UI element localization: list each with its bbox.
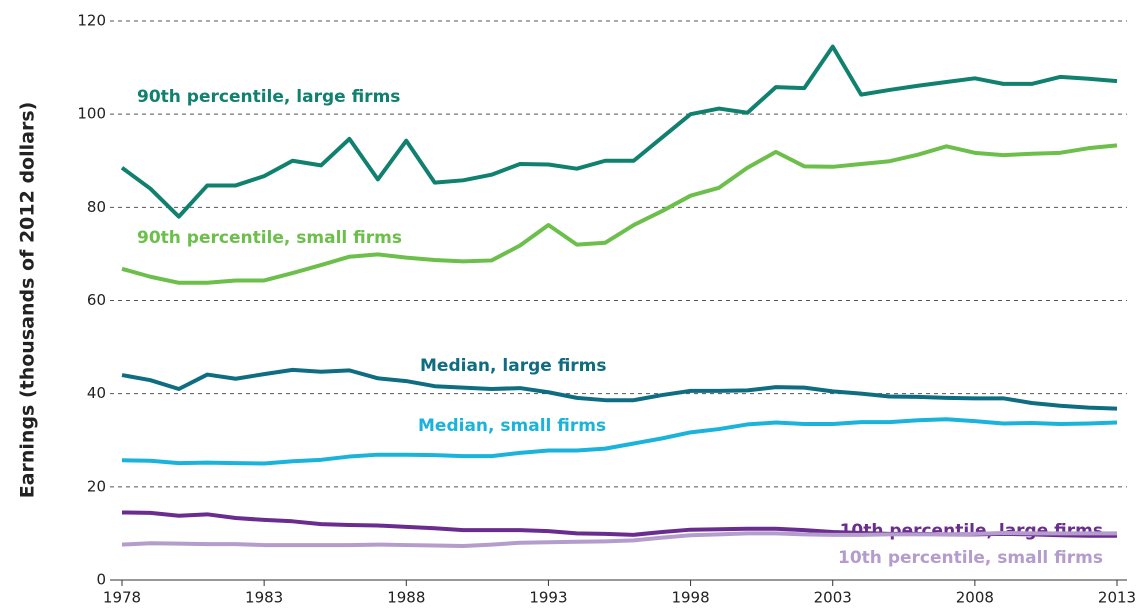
series-line (121, 530, 1117, 548)
x-tick-label: 1993 (529, 589, 567, 607)
series-line (121, 143, 1118, 285)
series-label: 90th percentile, small firms (137, 228, 402, 248)
series-line (120, 44, 1118, 219)
series-label: Median, large firms (420, 356, 607, 376)
x-tick-label: 1988 (387, 589, 425, 607)
y-axis-label: Earnings (thousands of 2012 dollars) (17, 102, 39, 499)
y-tick-label: 40 (87, 384, 106, 402)
y-tick-label: 60 (87, 291, 106, 309)
y-tick-label: 80 (87, 198, 106, 216)
x-tick-label: 2008 (956, 589, 994, 607)
series-label: Median, small firms (418, 416, 606, 436)
x-tick-label: 1998 (671, 589, 709, 607)
series-label: 10th percentile, large firms (840, 521, 1103, 541)
x-tick-label: 2003 (814, 589, 852, 607)
y-tick-label: 100 (77, 105, 106, 123)
y-tick-label: 20 (87, 477, 106, 495)
series-line (121, 417, 1118, 466)
x-tick-label: 1983 (245, 589, 283, 607)
series-line (121, 367, 1118, 411)
y-tick-label: 120 (77, 12, 106, 30)
series-label: 10th percentile, small firms (838, 548, 1103, 568)
y-tick-label: 0 (96, 571, 106, 589)
x-tick-label: 2013 (1098, 589, 1136, 607)
series-label: 90th percentile, large firms (137, 87, 400, 107)
x-tick-label: 1978 (103, 589, 141, 607)
